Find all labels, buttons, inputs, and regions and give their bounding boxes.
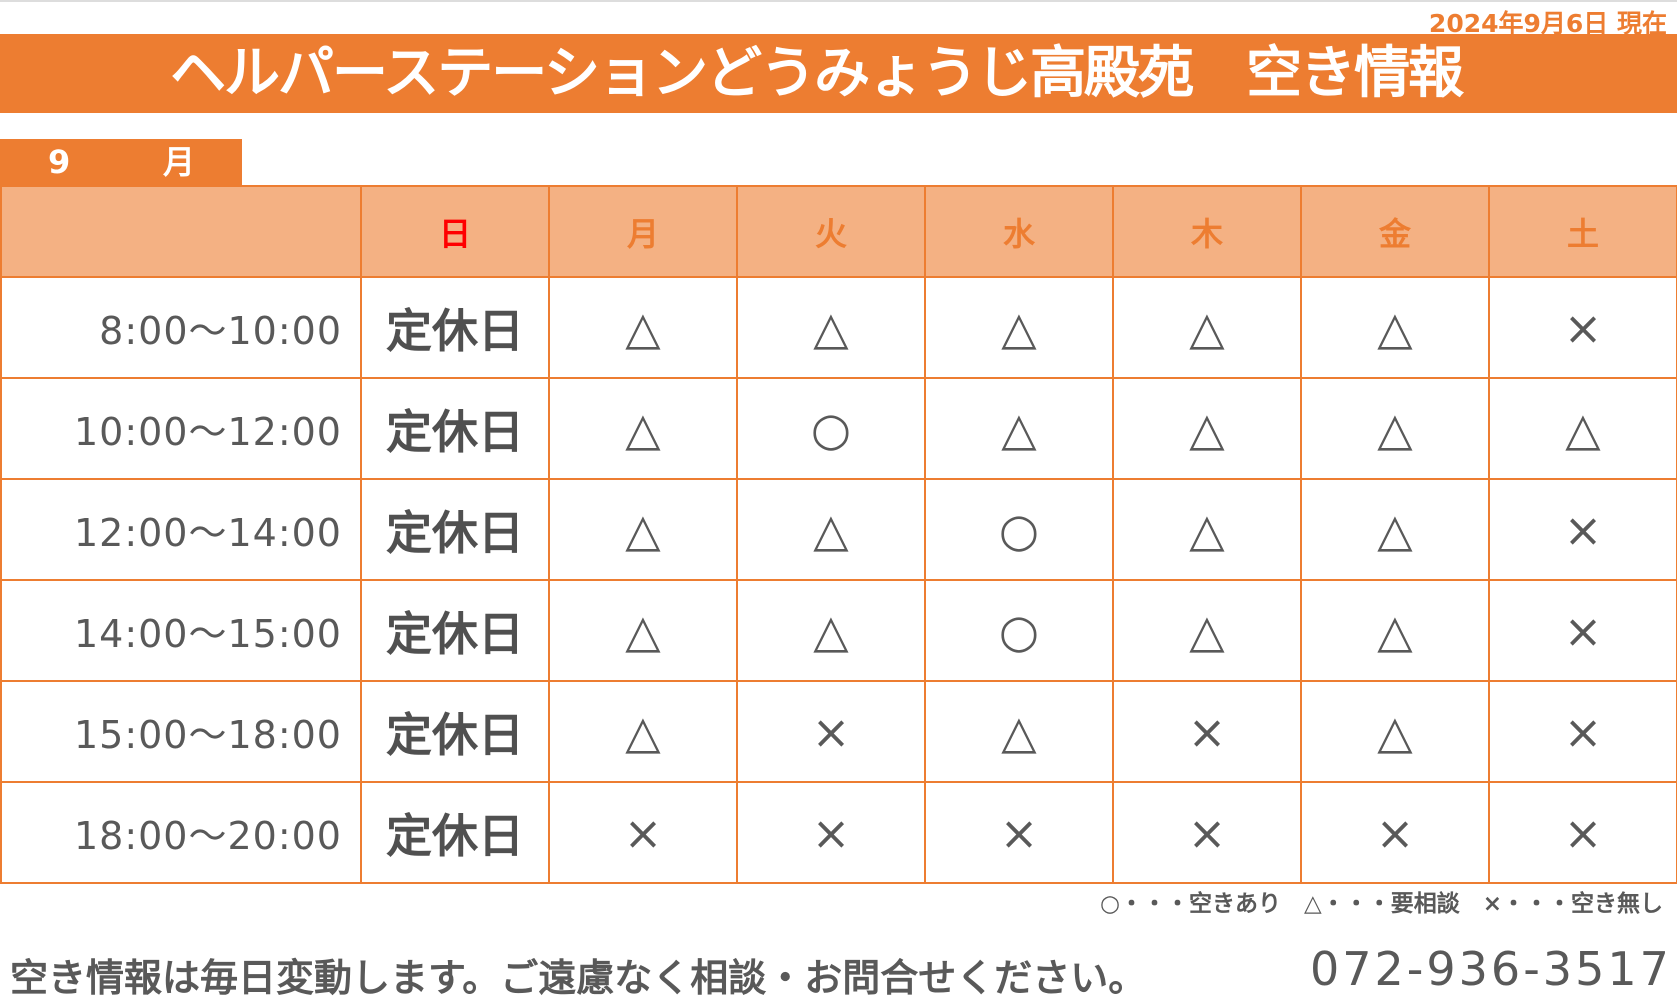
day-header: 金	[1300, 185, 1490, 278]
day-header: 木	[1112, 185, 1302, 278]
availability-cell: △	[736, 478, 926, 581]
availability-cell: △	[924, 377, 1114, 480]
availability-cell: △	[548, 377, 738, 480]
table-row: 12:00～14:00 定休日 △ △ ○ △ △ ×	[0, 478, 1677, 581]
closed-day-cell: 定休日	[360, 579, 550, 682]
availability-cell: △	[1300, 377, 1490, 480]
time-slot: 8:00～10:00	[0, 276, 362, 379]
availability-cell: ×	[1112, 781, 1302, 884]
day-header: 土	[1488, 185, 1677, 278]
availability-cell: △	[548, 478, 738, 581]
footer-message: 空き情報は毎日変動します。ご遠慮なく相談・お問合せください。	[10, 956, 1147, 1000]
time-slot: 14:00～15:00	[0, 579, 362, 682]
month-unit: 月	[163, 143, 196, 181]
availability-cell: ○	[924, 579, 1114, 682]
availability-cell: ×	[1488, 276, 1677, 379]
availability-cell: △	[548, 579, 738, 682]
availability-cell: ×	[1488, 781, 1677, 884]
availability-cell: ○	[924, 478, 1114, 581]
availability-cell: △	[1488, 377, 1677, 480]
availability-cell: ×	[1112, 680, 1302, 783]
availability-cell: △	[1300, 276, 1490, 379]
time-slot: 12:00～14:00	[0, 478, 362, 581]
closed-day-cell: 定休日	[360, 680, 550, 783]
month-tab: 9 月	[0, 139, 242, 185]
day-header: 火	[736, 185, 926, 278]
table-row: 15:00～18:00 定休日 △ × △ × △ ×	[0, 680, 1677, 783]
table-row: 18:00～20:00 定休日 × × × × × ×	[0, 781, 1677, 884]
table-row: 8:00～10:00 定休日 △ △ △ △ △ ×	[0, 276, 1677, 379]
availability-table: 日月火水木金土 8:00～10:00 定休日 △ △ △ △ △ × 10:00～12:00 定休…	[0, 185, 1677, 884]
table-row: 10:00～12:00 定休日 △ ○ △ △ △ △	[0, 377, 1677, 480]
time-slot: 15:00～18:00	[0, 680, 362, 783]
availability-cell: ×	[1488, 478, 1677, 581]
as-of-date: 2024年9月6日 現在	[1428, 9, 1667, 38]
availability-cell: △	[1112, 579, 1302, 682]
availability-cell: △	[1300, 579, 1490, 682]
availability-cell: △	[736, 276, 926, 379]
table-row: 14:00～15:00 定休日 △ △ ○ △ △ ×	[0, 579, 1677, 682]
day-header: 月	[548, 185, 738, 278]
header-row: 日月火水木金土	[0, 185, 1677, 278]
availability-cell: △	[1300, 680, 1490, 783]
availability-cell: ×	[924, 781, 1114, 884]
time-slot: 10:00～12:00	[0, 377, 362, 480]
month-number: 9	[48, 143, 71, 181]
time-slot: 18:00～20:00	[0, 781, 362, 884]
availability-cell: △	[548, 276, 738, 379]
availability-cell: △	[548, 680, 738, 783]
closed-day-cell: 定休日	[360, 377, 550, 480]
legend: ○・・・空きあり △・・・要相談 ×・・・空き無し	[1099, 891, 1663, 917]
availability-cell: △	[1112, 377, 1302, 480]
availability-cell: △	[924, 276, 1114, 379]
availability-cell: △	[1112, 276, 1302, 379]
page-title: ヘルパーステーションどうみょうじ高殿苑 空き情報	[0, 34, 1677, 113]
availability-cell: ×	[1488, 680, 1677, 783]
closed-day-cell: 定休日	[360, 781, 550, 884]
closed-day-cell: 定休日	[360, 276, 550, 379]
corner-cell	[0, 185, 362, 278]
availability-cell: ×	[736, 781, 926, 884]
availability-cell: △	[1112, 478, 1302, 581]
availability-cell: △	[924, 680, 1114, 783]
availability-cell: ×	[736, 680, 926, 783]
day-header: 水	[924, 185, 1114, 278]
availability-cell: △	[736, 579, 926, 682]
availability-cell: ×	[1300, 781, 1490, 884]
closed-day-cell: 定休日	[360, 478, 550, 581]
availability-cell: ×	[1488, 579, 1677, 682]
phone-number[interactable]: 072-936-3517	[1310, 942, 1672, 996]
day-header: 日	[360, 185, 550, 278]
availability-cell: ×	[548, 781, 738, 884]
availability-cell: △	[1300, 478, 1490, 581]
availability-cell: ○	[736, 377, 926, 480]
